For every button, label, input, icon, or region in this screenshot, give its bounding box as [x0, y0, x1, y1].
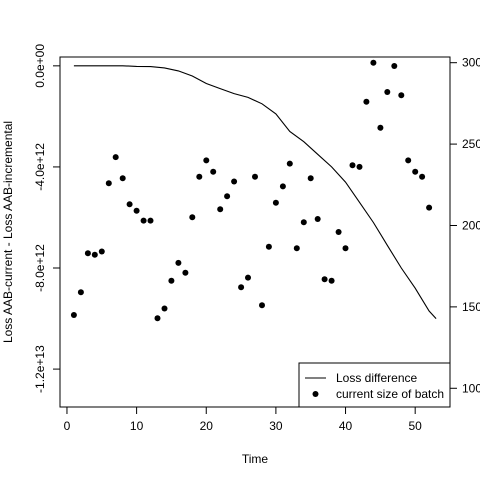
- batch-size-point: [175, 259, 182, 266]
- batch-size-point: [328, 277, 335, 284]
- legend-point-icon: [312, 391, 319, 397]
- batch-size-point: [182, 269, 189, 276]
- batch-size-point: [419, 173, 426, 180]
- batch-size-point: [370, 59, 377, 66]
- y2-tick-label: 10000: [462, 381, 480, 395]
- batch-size-point: [265, 243, 272, 250]
- batch-size-point: [77, 289, 84, 296]
- batch-size-point: [335, 229, 342, 235]
- batch-size-point: [189, 214, 196, 221]
- batch-size-point: [91, 251, 98, 258]
- batch-size-point: [259, 302, 265, 309]
- batch-size-point: [154, 315, 161, 322]
- x-tick-label: 30: [269, 419, 283, 433]
- batch-size-point: [112, 154, 119, 161]
- batch-size-point: [412, 168, 419, 175]
- legend-label-batch-size: current size of batch: [336, 387, 444, 401]
- x-tick-label: 20: [200, 419, 214, 433]
- x-tick-label: 40: [339, 419, 353, 433]
- y2-tick-label: 30000: [462, 56, 480, 70]
- batch-size-point: [119, 175, 126, 182]
- batch-size-point: [224, 193, 231, 200]
- batch-size-point: [384, 89, 391, 95]
- batch-size-point: [133, 207, 140, 214]
- batch-size-point: [377, 124, 384, 131]
- y2-tick-label: 20000: [462, 218, 480, 232]
- y2-tick-label: 25000: [462, 137, 480, 151]
- axes: 0 10 20 30 40 50 0.0e+00 -4.0e+12 -8.0e+12 -1.2e+…: [33, 44, 480, 433]
- batch-size-point: [217, 206, 224, 213]
- batch-size-point: [252, 173, 258, 180]
- batch-size-point: [279, 183, 286, 190]
- batch-size-point: [300, 219, 307, 226]
- batch-size-point: [314, 216, 321, 222]
- y-axis-label: Loss AAB-current - Loss AAB-incremental: [1, 121, 15, 343]
- x-axis-label: Time: [242, 452, 269, 466]
- legend-label-loss-difference: Loss difference: [336, 371, 417, 385]
- batch-size-series: [70, 59, 433, 322]
- batch-size-point: [210, 168, 217, 175]
- batch-size-point: [231, 178, 238, 185]
- batch-size-point: [203, 157, 210, 164]
- batch-size-point: [168, 277, 175, 284]
- loss-difference-line: [73, 65, 437, 319]
- batch-size-point: [105, 180, 112, 187]
- batch-size-point: [272, 199, 279, 206]
- batch-size-point: [196, 173, 203, 180]
- batch-size-point: [426, 204, 433, 211]
- legend: Loss difference current size of batch: [298, 362, 451, 408]
- batch-size-point: [398, 92, 405, 99]
- batch-size-point: [70, 312, 77, 318]
- x-tick-label: 50: [408, 419, 422, 433]
- batch-size-point: [238, 284, 245, 291]
- batch-size-point: [161, 305, 168, 312]
- batch-size-point: [140, 217, 147, 224]
- batch-size-point: [307, 175, 314, 182]
- batch-size-point: [356, 163, 363, 170]
- batch-size-point: [349, 162, 356, 169]
- batch-size-point: [245, 274, 251, 281]
- x-tick-label: 10: [130, 419, 144, 433]
- plot-frame: [59, 56, 451, 408]
- batch-size-point: [286, 160, 293, 167]
- legend-box: [298, 362, 451, 408]
- y-tick-label: -1.2e+13: [33, 345, 47, 393]
- batch-size-point: [126, 201, 133, 208]
- y-tick-label: -4.0e+12: [33, 143, 47, 191]
- batch-size-point: [391, 63, 398, 69]
- batch-size-point: [147, 217, 154, 224]
- x-tick-label: 0: [64, 419, 71, 433]
- y-tick-label: -8.0e+12: [33, 244, 47, 292]
- loss-difference-series: [73, 65, 437, 319]
- batch-size-point: [84, 250, 91, 257]
- batch-size-point: [293, 245, 300, 252]
- y-tick-label: 0.0e+00: [33, 44, 47, 88]
- batch-size-point: [363, 98, 370, 105]
- batch-size-point: [98, 248, 105, 255]
- batch-size-point: [321, 276, 328, 283]
- batch-size-point: [405, 157, 412, 164]
- y2-tick-label: 15000: [462, 300, 480, 314]
- batch-size-point: [342, 245, 349, 252]
